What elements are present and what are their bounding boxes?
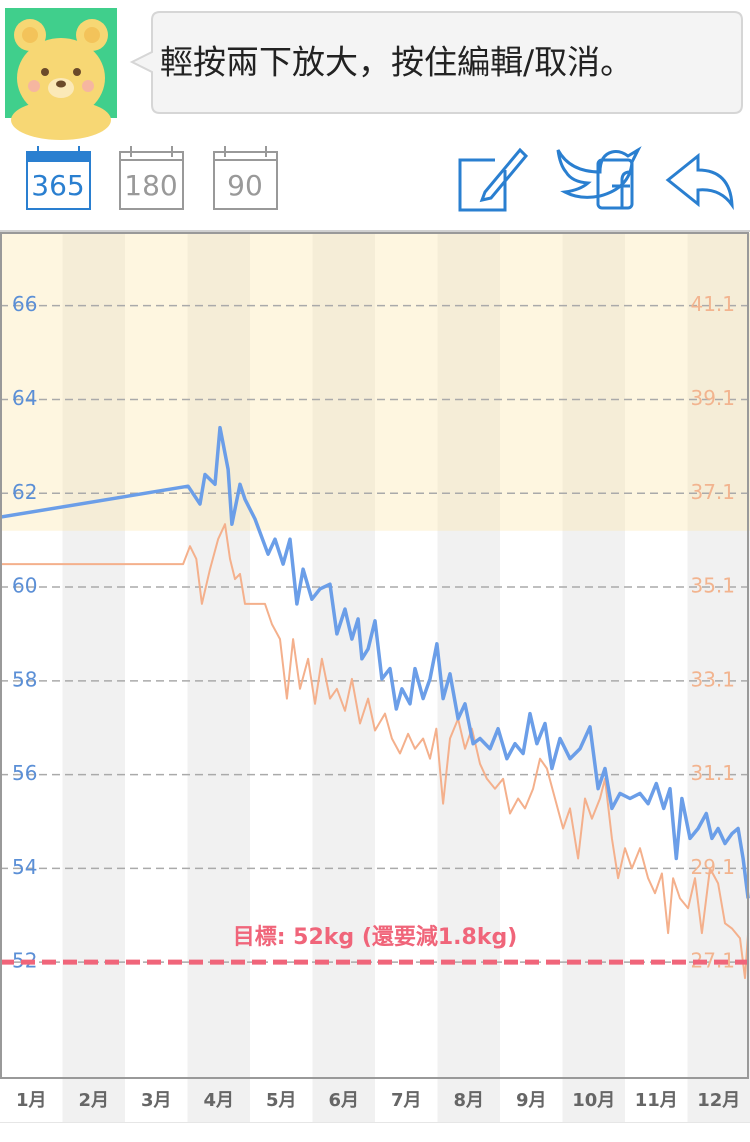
- x-tick-label: 4月: [203, 1090, 234, 1111]
- plot: 1月2月3月4月5月6月7月8月9月10月11月12月5254565860626…: [0, 233, 750, 1122]
- target-label: 目標: 52kg (還要減1.8kg): [233, 925, 518, 950]
- x-tick-label: 10月: [572, 1090, 615, 1111]
- y-tick-label: 62: [12, 480, 37, 504]
- x-tick-label: 1月: [16, 1090, 47, 1111]
- range-label[interactable]: 180: [124, 169, 177, 202]
- x-tick-label: 5月: [266, 1090, 297, 1111]
- warning-zone: [0, 233, 750, 531]
- y-tick-label: 56: [12, 761, 37, 785]
- x-tick-label: 6月: [328, 1090, 359, 1111]
- range-label[interactable]: 365: [31, 169, 84, 202]
- x-tick-label: 8月: [453, 1090, 484, 1111]
- edit-icon[interactable]: [460, 150, 526, 210]
- range-label[interactable]: 90: [227, 169, 263, 202]
- x-tick-label: 3月: [141, 1090, 172, 1111]
- y-tick-label: 64: [12, 386, 37, 410]
- back-icon[interactable]: [668, 156, 732, 205]
- share-icon[interactable]: [558, 150, 638, 208]
- y-tick-label: 54: [12, 855, 37, 879]
- y2-tick-label: 41.1: [690, 292, 735, 316]
- x-tick-label: 2月: [78, 1090, 109, 1111]
- y2-tick-label: 31.1: [690, 761, 735, 785]
- hint-text: 輕按兩下放大，按住編輯/取消。: [160, 43, 633, 82]
- avatar: [5, 8, 117, 140]
- y-tick-label: 66: [12, 292, 37, 316]
- y2-tick-label: 33.1: [690, 667, 735, 691]
- range-180[interactable]: 180: [120, 146, 183, 209]
- x-tick-label: 7月: [391, 1090, 422, 1111]
- y2-tick-label: 35.1: [690, 574, 735, 598]
- range-365[interactable]: 365: [27, 146, 90, 209]
- x-tick-label: 12月: [697, 1090, 740, 1111]
- y-tick-label: 58: [12, 667, 37, 691]
- y2-tick-label: 37.1: [690, 480, 735, 504]
- range-90[interactable]: 90: [214, 146, 277, 209]
- y2-tick-label: 39.1: [690, 386, 735, 410]
- x-tick-label: 11月: [635, 1090, 678, 1111]
- y-tick-label: 60: [12, 574, 37, 598]
- x-tick-label: 9月: [516, 1090, 547, 1111]
